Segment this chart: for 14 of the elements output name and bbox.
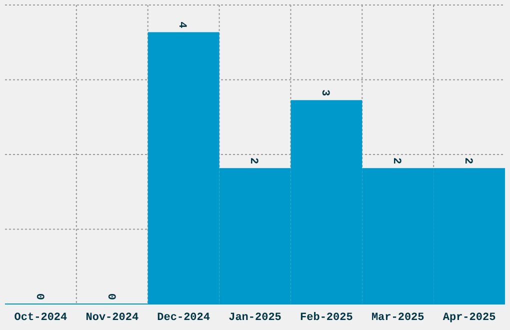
x-tick-label: Jan-2025: [228, 312, 282, 324]
x-tick-label: Dec-2024: [157, 312, 210, 324]
x-tick-label: Nov-2024: [86, 312, 139, 324]
data-label: 0: [104, 293, 116, 300]
x-tick-label: Apr-2025: [442, 312, 496, 324]
data-label: 2: [247, 157, 260, 164]
data-label: 2: [461, 157, 474, 164]
x-tick-label: Mar-2025: [371, 312, 425, 324]
data-label: 3: [318, 90, 331, 97]
data-label: 4: [176, 22, 188, 29]
x-tick-label: Oct-2024: [14, 312, 68, 324]
x-tick-label: Feb-2025: [300, 312, 354, 324]
data-label: 0: [32, 293, 45, 300]
data-label: 2: [390, 157, 402, 164]
